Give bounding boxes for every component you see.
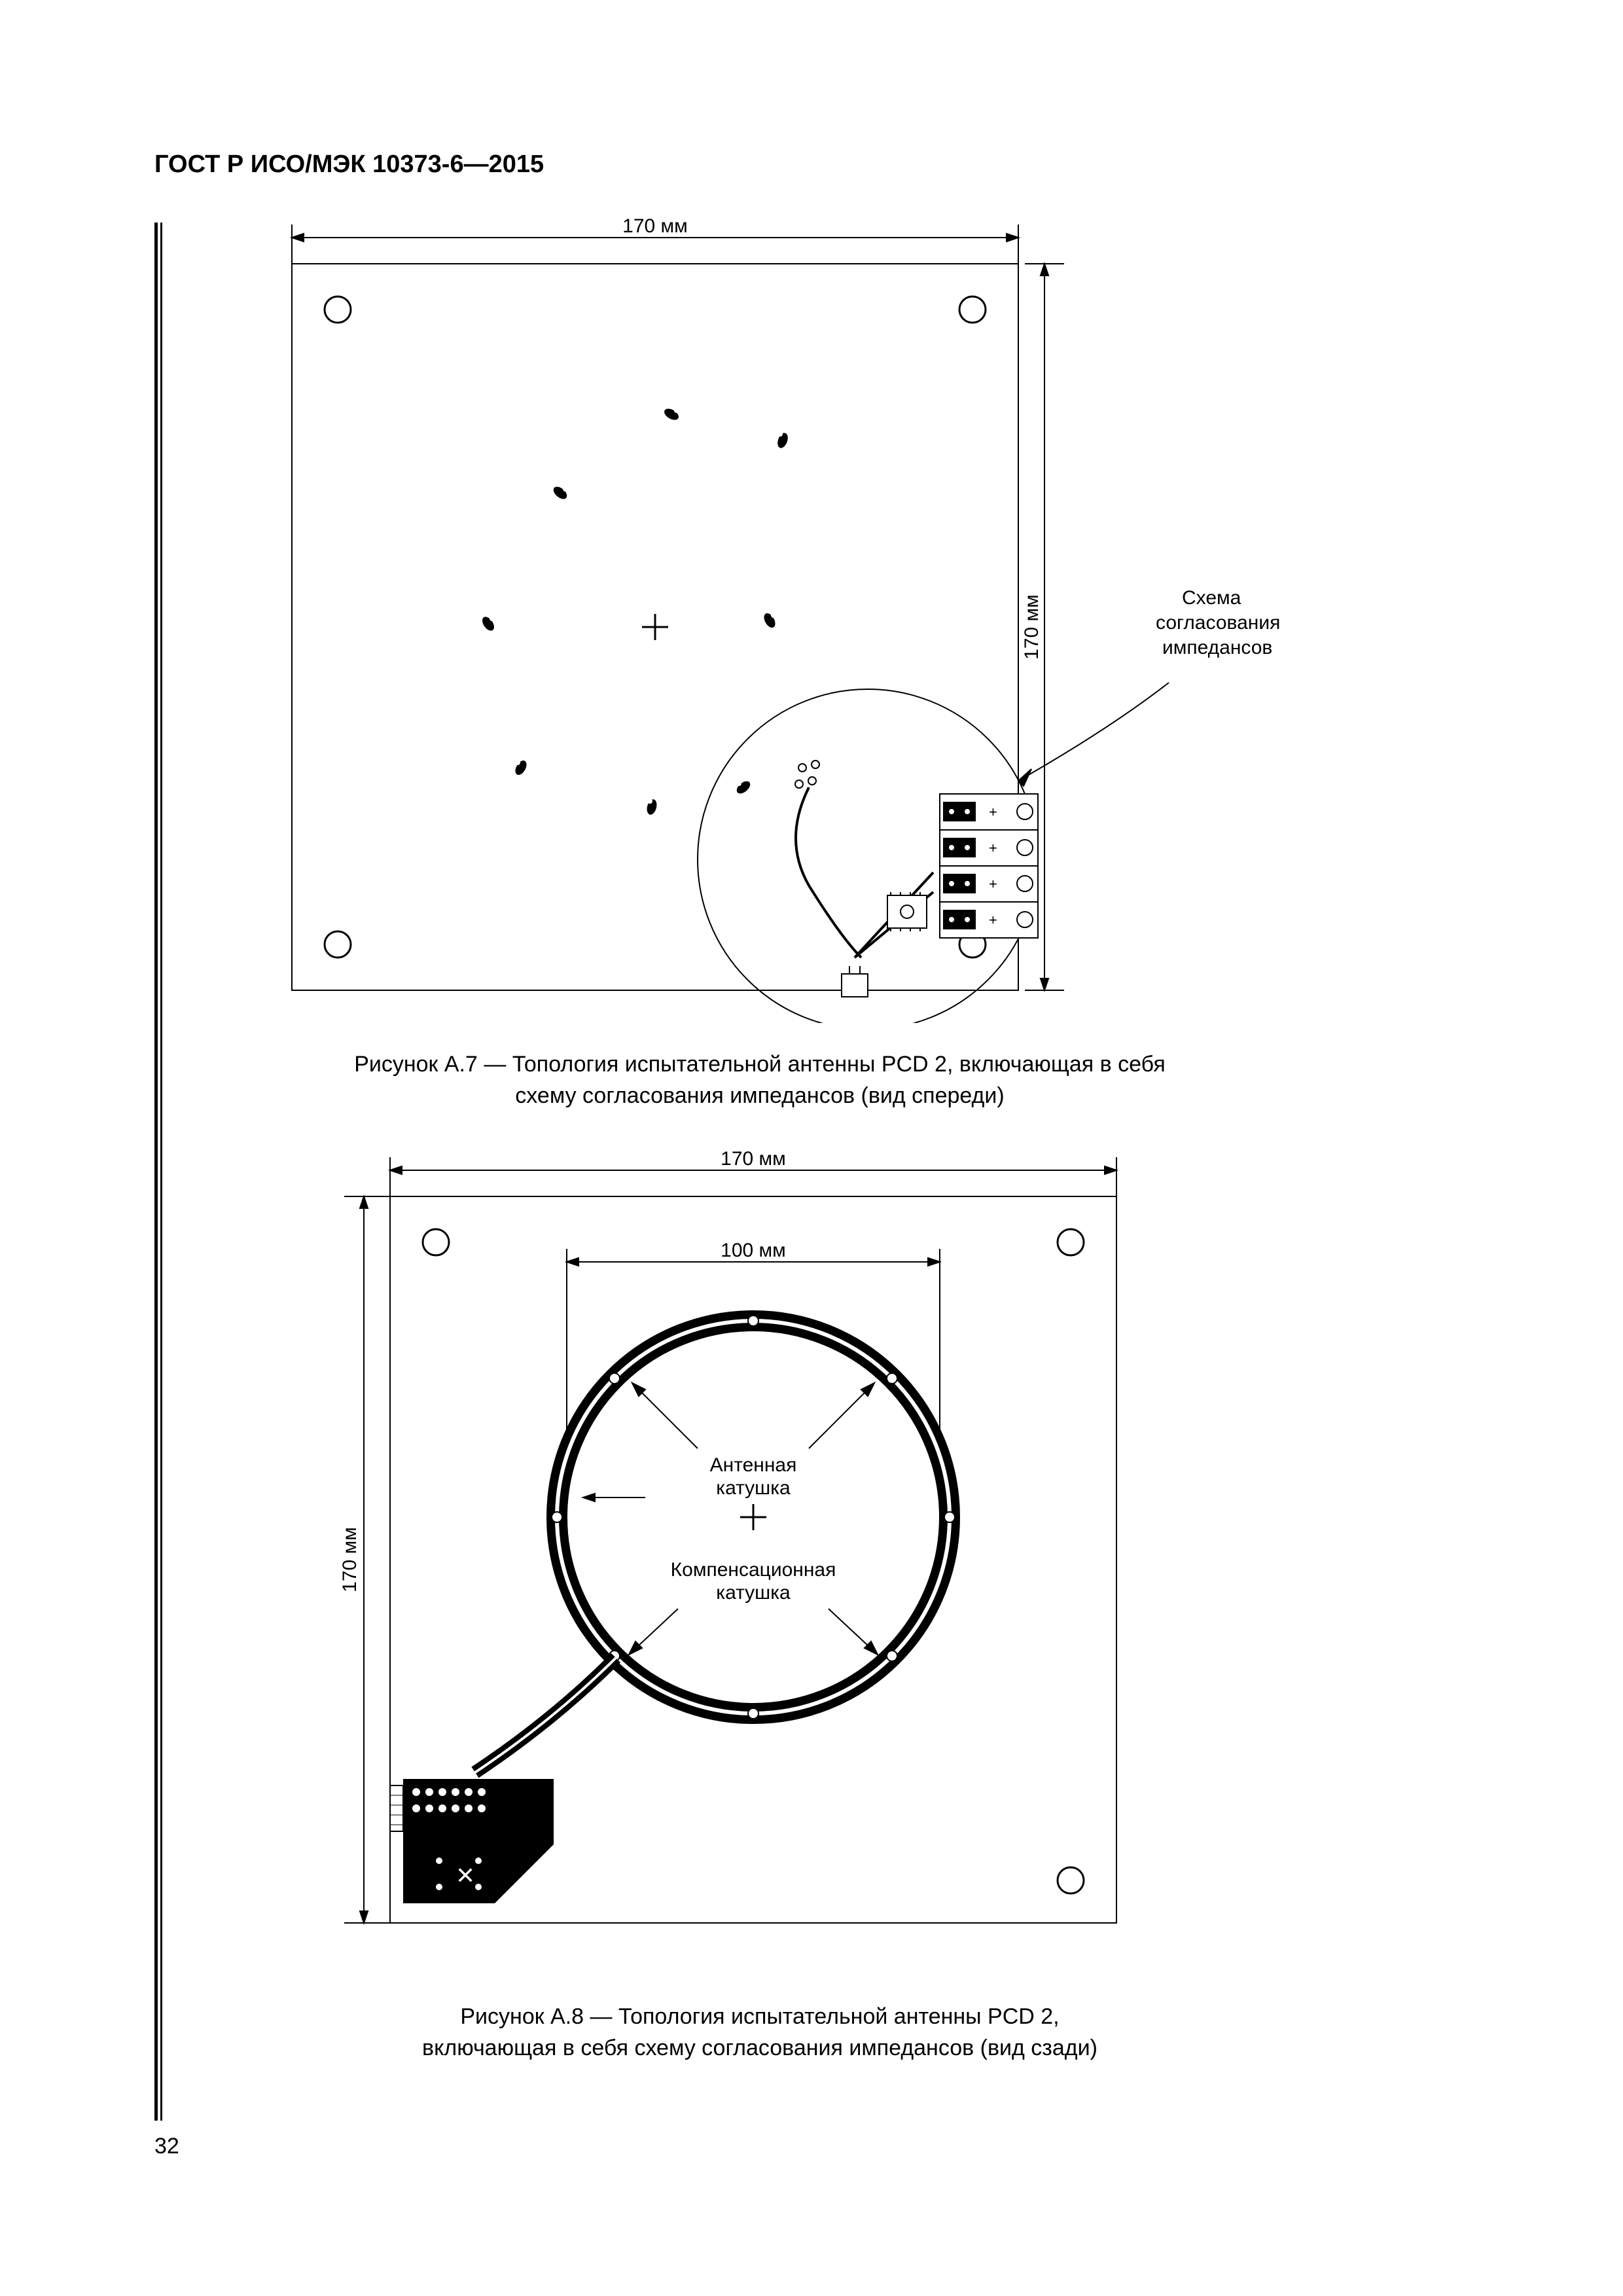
caption-a8-l2: включающая в себя схему согласования имп… xyxy=(154,2033,1365,2064)
svg-text:+: + xyxy=(989,876,997,892)
dim-100: 100 мм xyxy=(721,1240,786,1261)
figure-a7-svg: 170 мм 170 мм xyxy=(285,218,1306,1023)
svg-text:+: + xyxy=(989,804,997,820)
label-antenna-l1: Антенная xyxy=(710,1454,797,1476)
label-antenna-l2: катушка xyxy=(716,1477,791,1499)
dim-170-right: 170 мм xyxy=(1021,594,1043,660)
doc-header: ГОСТ Р ИСО/МЭК 10373-6—2015 xyxy=(154,151,1365,179)
dim-170-left-a8: 170 мм xyxy=(339,1527,361,1592)
dim-170-top-a8: 170 мм xyxy=(721,1151,786,1170)
page-content: ГОСТ Р ИСО/МЭК 10373-6—2015 170 мм 170 м… xyxy=(154,151,1365,2103)
figure-a8-caption: Рисунок А.8 — Топология испытательной ан… xyxy=(154,2001,1365,2064)
caption-a8-l1: Рисунок А.8 — Топология испытательной ан… xyxy=(154,2001,1365,2033)
caption-a7-l1: Рисунок А.7 — Топология испытательной ан… xyxy=(154,1049,1365,1081)
svg-text:✕: ✕ xyxy=(455,1862,475,1889)
figure-a8-svg: 170 мм 170 мм xyxy=(325,1151,1162,1975)
figure-a8: 170 мм 170 мм xyxy=(325,1151,1162,1975)
figure-a7: 170 мм 170 мм xyxy=(285,218,1306,1023)
svg-text:+: + xyxy=(989,912,997,928)
callout-line3: импедансов xyxy=(1162,637,1272,658)
dim-170-top: 170 мм xyxy=(622,218,688,237)
callout-line1: Схема xyxy=(1182,587,1241,609)
callout-line2: согласования xyxy=(1156,612,1280,634)
label-comp-l2: катушка xyxy=(716,1582,791,1604)
figure-a7-caption: Рисунок А.7 — Топология испытательной ан… xyxy=(154,1049,1365,1111)
caption-a7-l2: схему согласования импедансов (вид спере… xyxy=(154,1081,1365,1112)
label-comp-l1: Компенсационная xyxy=(671,1559,836,1581)
connector-block: + + + + xyxy=(940,794,1038,938)
page-number: 32 xyxy=(154,2134,179,2159)
svg-text:+: + xyxy=(989,840,997,856)
